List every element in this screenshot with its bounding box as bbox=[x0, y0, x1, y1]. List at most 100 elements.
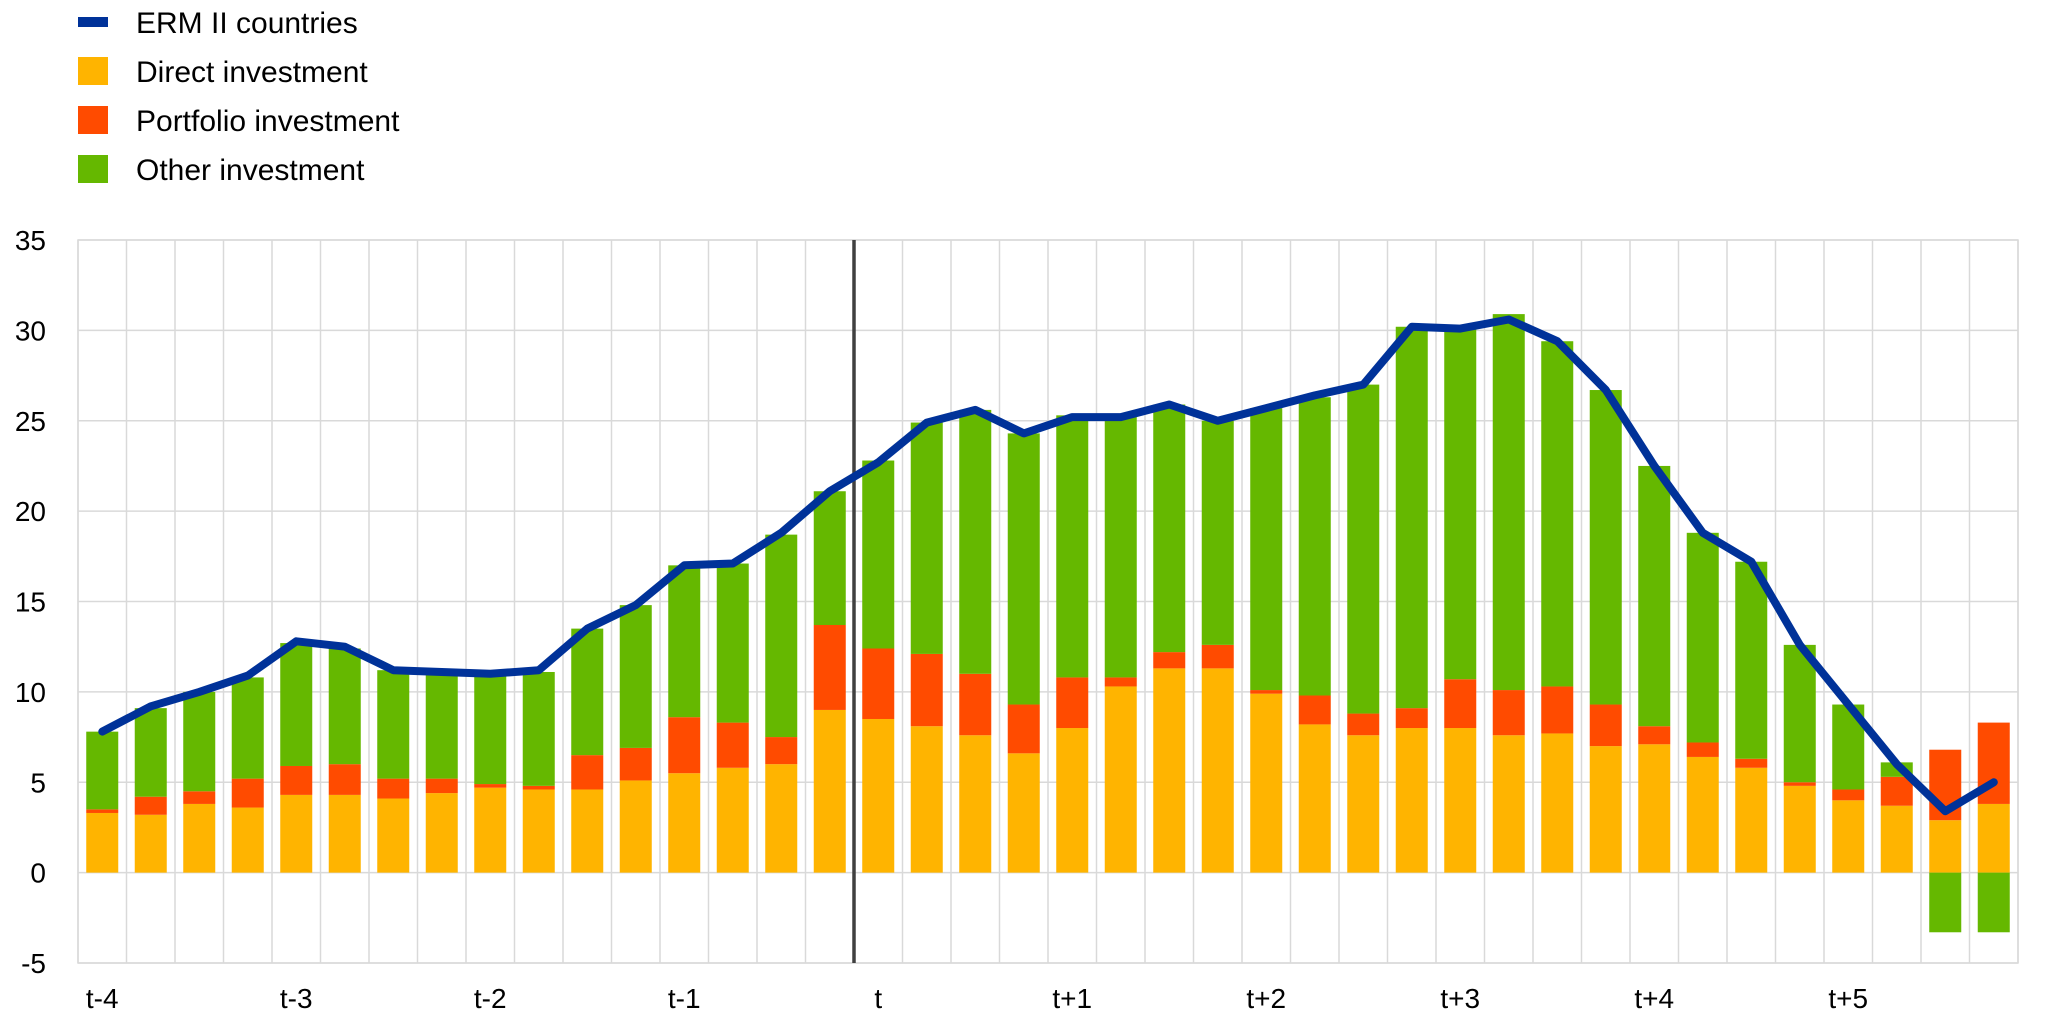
legend-label: ERM II countries bbox=[136, 7, 358, 40]
bar-other-investment bbox=[1444, 328, 1477, 680]
bar-other-investment bbox=[959, 409, 992, 674]
bar-direct-investment bbox=[1735, 767, 1768, 873]
bar-direct-investment bbox=[425, 793, 458, 873]
bar-other-investment bbox=[1492, 314, 1525, 691]
bar-direct-investment bbox=[328, 794, 361, 873]
bar-portfolio-investment bbox=[813, 624, 846, 710]
bar-portfolio-investment bbox=[1783, 782, 1816, 786]
bar-portfolio-investment bbox=[1007, 704, 1040, 754]
bar-portfolio-investment bbox=[183, 791, 216, 804]
bar-direct-investment bbox=[1977, 803, 2010, 873]
bar-portfolio-investment bbox=[1832, 789, 1865, 801]
y-tick-label: 30 bbox=[15, 315, 46, 346]
bar-portfolio-investment bbox=[1638, 726, 1671, 745]
bar-other-investment bbox=[425, 671, 458, 779]
bar-direct-investment bbox=[1444, 728, 1477, 873]
bar-portfolio-investment bbox=[1201, 644, 1234, 669]
bar-portfolio-investment bbox=[716, 722, 749, 768]
legend-label: Portfolio investment bbox=[136, 105, 400, 138]
bar-direct-investment bbox=[183, 803, 216, 873]
y-tick-label: 5 bbox=[30, 767, 46, 798]
bar-portfolio-investment bbox=[231, 778, 264, 808]
bar-portfolio-investment bbox=[1686, 742, 1719, 757]
bar-direct-investment bbox=[1929, 820, 1962, 873]
bar-direct-investment bbox=[716, 767, 749, 873]
bar-portfolio-investment bbox=[765, 737, 798, 765]
bar-portfolio-investment bbox=[571, 755, 604, 790]
bar-other-investment bbox=[1056, 415, 1089, 678]
x-tick-label: t bbox=[874, 983, 882, 1014]
bar-other-investment bbox=[377, 670, 410, 779]
bar-direct-investment bbox=[86, 812, 119, 873]
legend-label: Other investment bbox=[136, 154, 365, 187]
bar-other-investment bbox=[1007, 433, 1040, 705]
bar-other-investment bbox=[522, 671, 555, 786]
bar-other-investment bbox=[1201, 420, 1234, 645]
bar-other-investment bbox=[474, 675, 507, 785]
bar-portfolio-investment bbox=[328, 764, 361, 795]
bar-portfolio-investment bbox=[1444, 679, 1477, 729]
bar-other-investment bbox=[1783, 644, 1816, 783]
bar-direct-investment bbox=[862, 718, 895, 873]
bar-portfolio-investment bbox=[1104, 677, 1137, 687]
x-tick-label: t-4 bbox=[86, 983, 119, 1014]
chart-legend: ERM II countries Direct investment Portfol… bbox=[78, 7, 400, 187]
bar-direct-investment bbox=[910, 726, 943, 873]
y-tick-label: 35 bbox=[15, 225, 46, 256]
legend-swatch-line bbox=[78, 17, 108, 27]
x-tick-label: t+4 bbox=[1634, 983, 1674, 1014]
bar-direct-investment bbox=[134, 814, 167, 873]
bar-direct-investment bbox=[1056, 728, 1089, 873]
bar-portfolio-investment bbox=[1589, 704, 1622, 747]
bar-other-investment bbox=[1298, 397, 1331, 696]
bar-direct-investment bbox=[1104, 686, 1137, 873]
bar-other-investment bbox=[1686, 532, 1719, 743]
bar-other-investment bbox=[231, 677, 264, 779]
y-tick-label: 0 bbox=[30, 858, 46, 889]
bar-portfolio-investment bbox=[474, 784, 507, 788]
bar-portfolio-investment bbox=[1250, 690, 1283, 694]
bar-portfolio-investment bbox=[1541, 686, 1574, 734]
x-tick-label: t-3 bbox=[280, 983, 313, 1014]
y-tick-label: 25 bbox=[15, 406, 46, 437]
bar-direct-investment bbox=[1880, 805, 1913, 873]
x-tick-label: t-2 bbox=[474, 983, 507, 1014]
x-tick-label: t-1 bbox=[668, 983, 701, 1014]
bar-other-investment bbox=[1638, 465, 1671, 727]
y-axis: -5 0 5 10 15 20 25 30 35 bbox=[15, 225, 46, 979]
bar-direct-investment bbox=[1686, 756, 1719, 873]
bar-portfolio-investment bbox=[522, 785, 555, 790]
bar-direct-investment bbox=[571, 789, 604, 873]
chart-line-series bbox=[98, 315, 1998, 816]
bar-other-investment bbox=[1589, 390, 1622, 705]
bar-direct-investment bbox=[1492, 735, 1525, 873]
bar-portfolio-investment bbox=[910, 653, 943, 727]
bar-other-investment bbox=[813, 491, 846, 625]
bar-portfolio-investment bbox=[1153, 652, 1186, 669]
y-tick-label: 15 bbox=[15, 587, 46, 618]
bar-other-investment bbox=[1104, 415, 1137, 678]
legend-swatch-bar bbox=[78, 57, 108, 85]
bar-portfolio-investment bbox=[1347, 713, 1380, 736]
bar-direct-investment bbox=[668, 773, 701, 873]
bar-direct-investment bbox=[959, 735, 992, 873]
bar-direct-investment bbox=[1201, 668, 1234, 873]
bar-direct-investment bbox=[280, 794, 313, 873]
bar-other-investment bbox=[1153, 404, 1186, 653]
x-tick-label: t+3 bbox=[1440, 983, 1480, 1014]
bar-direct-investment bbox=[522, 789, 555, 873]
bar-direct-investment bbox=[1589, 746, 1622, 873]
bar-other-investment bbox=[1395, 326, 1428, 709]
bar-portfolio-investment bbox=[280, 765, 313, 795]
bar-direct-investment bbox=[1250, 693, 1283, 873]
legend-swatch-bar bbox=[78, 155, 108, 183]
bar-portfolio-investment bbox=[1880, 776, 1913, 806]
bar-direct-investment bbox=[813, 709, 846, 873]
bar-portfolio-investment bbox=[959, 673, 992, 736]
bar-direct-investment bbox=[1832, 800, 1865, 873]
bar-other-investment bbox=[668, 565, 701, 718]
bar-direct-investment bbox=[1298, 724, 1331, 873]
chart-gridlines bbox=[77, 239, 2019, 964]
bar-other-investment bbox=[716, 563, 749, 723]
